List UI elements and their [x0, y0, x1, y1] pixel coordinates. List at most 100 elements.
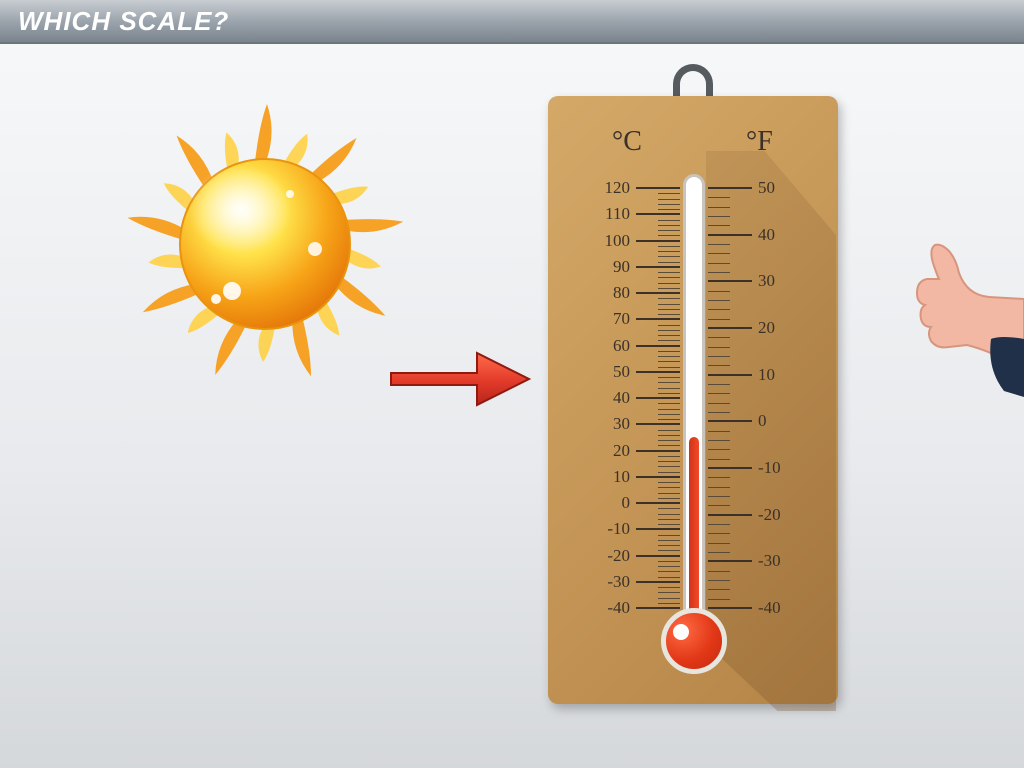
tick-major [636, 607, 680, 609]
tick-minor [708, 533, 730, 534]
header-bar: WHICH SCALE? [0, 0, 1024, 44]
tick-major [636, 476, 680, 478]
tick-minor [708, 431, 730, 432]
tick-minor [658, 262, 680, 263]
f-tick-label: 0 [758, 411, 767, 431]
tick-major [636, 213, 680, 215]
c-tick-label: 20 [613, 441, 630, 461]
c-tick-label: 70 [613, 309, 630, 329]
tick-minor [658, 298, 680, 299]
arrow-icon [385, 339, 535, 419]
mercury-column [689, 437, 699, 624]
f-tick-label: -40 [758, 598, 781, 618]
tick-minor [708, 337, 730, 338]
tick-major [636, 502, 680, 504]
tick-minor [658, 382, 680, 383]
tick-major [636, 266, 680, 268]
tick-minor [708, 263, 730, 264]
c-tick-label: -10 [607, 519, 630, 539]
thermometer-board: °C °F 1201101009080706050403020100-10-20… [548, 96, 838, 704]
c-tick-label: 0 [622, 493, 631, 513]
tick-minor [658, 288, 680, 289]
tick-minor [658, 209, 680, 210]
tick-minor [708, 225, 730, 226]
tick-minor [658, 514, 680, 515]
tick-minor [658, 519, 680, 520]
c-tick-label: -20 [607, 546, 630, 566]
tick-minor [658, 540, 680, 541]
tick-minor [658, 487, 680, 488]
tick-minor [708, 365, 730, 366]
tick-major [636, 528, 680, 530]
tick-minor [658, 272, 680, 273]
tick-minor [708, 272, 730, 273]
tick-major [636, 581, 680, 583]
f-tick-label: -30 [758, 551, 781, 571]
c-tick-label: 80 [613, 283, 630, 303]
tick-minor [708, 543, 730, 544]
tick-minor [658, 545, 680, 546]
tick-minor [658, 251, 680, 252]
f-tick-label: -10 [758, 458, 781, 478]
tick-minor [658, 335, 680, 336]
tick-minor [708, 347, 730, 348]
tick-minor [708, 449, 730, 450]
tick-minor [708, 207, 730, 208]
tick-minor [708, 309, 730, 310]
tick-minor [658, 419, 680, 420]
f-tick-label: 10 [758, 365, 775, 385]
tick-minor [658, 325, 680, 326]
tick-minor [658, 577, 680, 578]
tick-major [636, 450, 680, 452]
tick-minor [658, 524, 680, 525]
tick-minor [658, 482, 680, 483]
tick-minor [708, 244, 730, 245]
tick-minor [708, 459, 730, 460]
tick-minor [658, 388, 680, 389]
tick-major [708, 514, 752, 516]
tick-minor [708, 319, 730, 320]
tick-minor [658, 456, 680, 457]
tick-minor [708, 496, 730, 497]
tick-major [708, 327, 752, 329]
celsius-scale: 1201101009080706050403020100-10-20-30-40 [584, 188, 680, 608]
tick-major [636, 345, 680, 347]
c-tick-label: 100 [605, 231, 631, 251]
tick-minor [658, 277, 680, 278]
tick-minor [658, 314, 680, 315]
tick-major [708, 280, 752, 282]
tick-minor [658, 330, 680, 331]
tick-minor [658, 440, 680, 441]
tick-minor [658, 409, 680, 410]
tick-minor [658, 193, 680, 194]
tick-minor [708, 197, 730, 198]
tick-minor [708, 216, 730, 217]
tick-minor [658, 304, 680, 305]
tick-minor [708, 505, 730, 506]
tick-minor [708, 487, 730, 488]
c-tick-label: 120 [605, 178, 631, 198]
tick-minor [658, 220, 680, 221]
tick-minor [658, 340, 680, 341]
tick-minor [658, 493, 680, 494]
thermometer-bulb [661, 608, 727, 674]
tick-major [636, 371, 680, 373]
tick-minor [658, 598, 680, 599]
tick-minor [708, 403, 730, 404]
tick-minor [708, 589, 730, 590]
tick-minor [658, 466, 680, 467]
c-tick-label: 40 [613, 388, 630, 408]
bulb-shine [673, 624, 689, 640]
tick-minor [658, 592, 680, 593]
tick-minor [658, 571, 680, 572]
tick-minor [708, 440, 730, 441]
tick-minor [658, 204, 680, 205]
tick-major [708, 187, 752, 189]
tick-major [708, 467, 752, 469]
tick-minor [708, 571, 730, 572]
tick-minor [658, 235, 680, 236]
tick-minor [658, 430, 680, 431]
tick-minor [658, 472, 680, 473]
tick-minor [658, 256, 680, 257]
tick-minor [658, 566, 680, 567]
